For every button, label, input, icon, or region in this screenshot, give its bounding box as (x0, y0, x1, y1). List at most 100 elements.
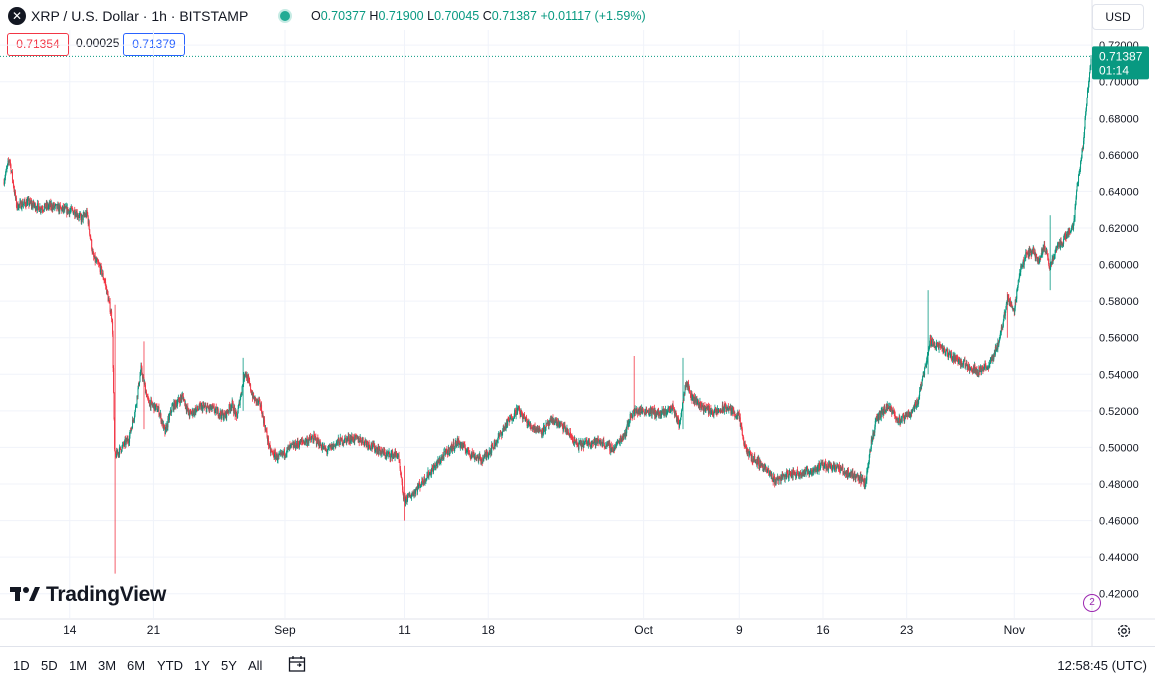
price-chart[interactable]: 0.42000 0.44000 0.46000 0.48000 0.50000 0.520… (0, 0, 1155, 646)
y-tick-label: 0.46000 (1099, 516, 1139, 528)
ask-price[interactable]: 0.71379 (123, 33, 185, 56)
candle-body (1039, 259, 1041, 262)
candle-body (262, 413, 264, 418)
candle-body (811, 472, 813, 475)
candle-body (456, 444, 458, 447)
x-logo-icon[interactable]: ✕ (8, 7, 26, 25)
candle-body (12, 181, 14, 187)
candle-body (865, 481, 867, 487)
candle-body (911, 411, 913, 414)
candle-body (286, 447, 288, 454)
candle-body (371, 443, 373, 448)
candle-body (894, 415, 896, 417)
candle-body (1073, 223, 1075, 230)
candle-body (653, 413, 655, 415)
date-range-icon[interactable] (288, 655, 306, 673)
candle-body (271, 451, 273, 452)
settings-gear-icon[interactable] (1116, 623, 1132, 639)
timeframe-5d-button[interactable]: 5D (41, 658, 58, 673)
candle-body (939, 344, 941, 346)
candle-body (993, 354, 995, 360)
candle-body (1084, 128, 1086, 136)
candle-body (312, 438, 314, 441)
candle-body (777, 476, 779, 480)
candle-body (640, 409, 642, 413)
candle-body (60, 206, 62, 209)
symbol-title[interactable]: XRP / U.S. Dollar · 1h · BITSTAMP (31, 8, 249, 24)
candle-body (671, 406, 673, 411)
candle-body (206, 407, 208, 412)
candle-body (612, 447, 614, 452)
candle-body (1078, 174, 1080, 183)
candle-body (807, 467, 809, 474)
candle-body (240, 394, 242, 400)
candle-body (1002, 321, 1004, 327)
candle-body (1083, 135, 1085, 141)
candle-body (408, 493, 410, 496)
timeframe-1y-button[interactable]: 1Y (194, 658, 210, 673)
timeframe-3m-button[interactable]: 3M (98, 658, 117, 673)
candle-body (105, 281, 107, 286)
candle-body (497, 436, 499, 440)
candle-body (74, 210, 76, 216)
timeframe-all-button[interactable]: All (248, 658, 263, 673)
candle-body (291, 443, 293, 445)
candle-body (1022, 263, 1024, 267)
candle-body (717, 410, 719, 413)
candle-body (360, 440, 362, 443)
candle-body (189, 410, 191, 417)
candle-body (720, 410, 722, 412)
candle-body (182, 395, 184, 396)
candle-body (713, 413, 715, 416)
bid-price[interactable]: 0.71354 (7, 33, 69, 56)
candle-body (685, 383, 687, 389)
candle-body (101, 267, 103, 275)
candle-body (1000, 332, 1002, 334)
candle-body (228, 411, 230, 413)
tradingview-logo[interactable]: TradingView (10, 583, 166, 607)
candle-body (98, 263, 100, 265)
candle-body (249, 381, 251, 385)
candle-body (865, 480, 867, 482)
candle-body (1086, 97, 1088, 105)
timeframe-ytd-button[interactable]: YTD (157, 658, 183, 673)
candle-body (732, 407, 734, 415)
candle-body (1073, 218, 1075, 224)
candle-body (159, 414, 161, 416)
candle-body (89, 234, 91, 237)
candle-body (135, 405, 137, 411)
timeframe-5y-button[interactable]: 5Y (221, 658, 237, 673)
candle-body (550, 420, 552, 421)
candle-body (1015, 298, 1017, 303)
candle-body (45, 207, 47, 209)
timeframe-1m-button[interactable]: 1M (69, 658, 88, 673)
candle-body (921, 379, 923, 386)
candle-body (635, 411, 637, 413)
timeframe-1d-button[interactable]: 1D (13, 658, 30, 673)
candle-body (664, 410, 666, 415)
candle-body (602, 442, 604, 447)
candle-body (501, 432, 503, 437)
candle-body (1017, 285, 1019, 290)
candle-body (989, 363, 991, 364)
candle-body (613, 447, 615, 453)
compare-icon[interactable]: 2 (1083, 594, 1101, 612)
candle-body (276, 459, 278, 461)
candle-body (682, 403, 684, 409)
candle-body (11, 171, 13, 180)
candle-body (956, 358, 958, 359)
candle-body (242, 384, 244, 387)
candle-body (632, 414, 634, 418)
candle-body (423, 476, 425, 483)
candle-body (502, 428, 504, 432)
candle-body (788, 477, 790, 479)
candle-body (236, 412, 238, 417)
candle-body (942, 346, 944, 354)
candle-body (979, 370, 981, 372)
candle-body (414, 490, 416, 494)
candle-body (616, 442, 618, 446)
candle-body (792, 470, 794, 478)
candle-body (856, 473, 858, 477)
candle-body (137, 388, 139, 397)
timeframe-6m-button[interactable]: 6M (127, 658, 146, 673)
